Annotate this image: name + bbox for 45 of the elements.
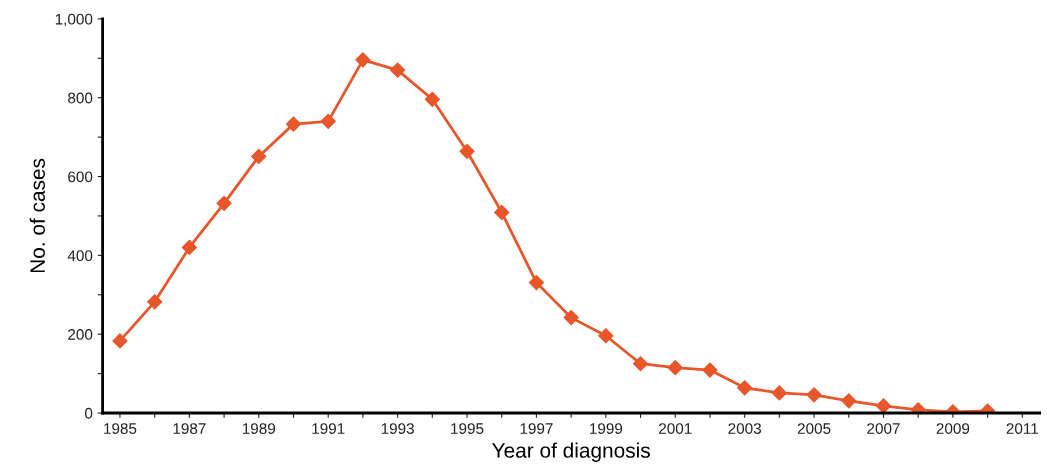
x-tick-label: 2009 bbox=[936, 423, 970, 434]
point bbox=[841, 393, 857, 409]
y-tick-label: 0 bbox=[84, 407, 93, 419]
point bbox=[528, 274, 545, 291]
point bbox=[563, 310, 579, 326]
x-tick-label: 2007 bbox=[867, 423, 900, 434]
x-tick-label: 1987 bbox=[173, 423, 206, 434]
point bbox=[112, 333, 128, 349]
x-tick-label: 2011 bbox=[1006, 423, 1038, 434]
y-tick-label: 200 bbox=[68, 329, 93, 340]
point bbox=[598, 328, 614, 344]
y-tick-label: 800 bbox=[68, 92, 93, 104]
point bbox=[737, 380, 753, 396]
x-tick-label: 1993 bbox=[381, 423, 414, 434]
point bbox=[459, 143, 475, 159]
point bbox=[702, 362, 718, 378]
x-tick-label: 1985 bbox=[104, 423, 137, 434]
point bbox=[667, 360, 683, 376]
point bbox=[806, 387, 822, 403]
x-tick-label: 2001 bbox=[659, 423, 692, 434]
x-tick-label: 1997 bbox=[520, 423, 553, 434]
x-tick-label: 1995 bbox=[451, 423, 484, 434]
y-axis-title: No. of cases bbox=[29, 158, 45, 273]
point bbox=[771, 385, 787, 401]
x-tick-label: 1991 bbox=[312, 423, 345, 434]
x-axis-title: Year of diagnosis bbox=[492, 442, 650, 462]
point bbox=[181, 239, 197, 256]
x-tick-label: 1989 bbox=[242, 423, 276, 434]
point bbox=[424, 91, 440, 107]
x-tick-label: 2003 bbox=[728, 423, 761, 434]
point bbox=[355, 52, 371, 68]
y-tick-label: 400 bbox=[67, 250, 93, 262]
y-tick-label: 600 bbox=[68, 171, 93, 183]
x-tick-label: 2005 bbox=[797, 423, 831, 434]
point bbox=[320, 113, 336, 129]
point bbox=[390, 62, 406, 78]
point bbox=[875, 398, 892, 413]
x-tick-label: 1999 bbox=[590, 423, 623, 434]
point bbox=[251, 148, 267, 164]
y-tick-label: 1,000 bbox=[55, 13, 93, 27]
point bbox=[285, 116, 302, 132]
point bbox=[147, 294, 163, 310]
point bbox=[632, 356, 649, 372]
point bbox=[494, 204, 510, 220]
point bbox=[216, 195, 232, 211]
